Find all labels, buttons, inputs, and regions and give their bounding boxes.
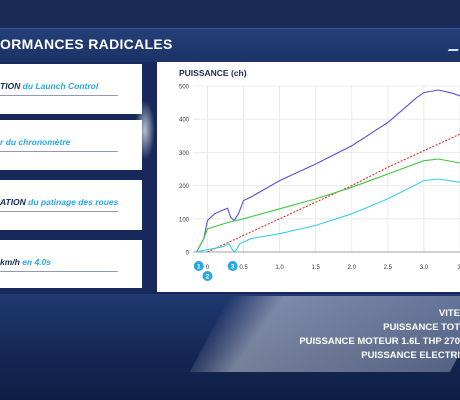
feature-text: TION du Launch Control: [0, 81, 99, 91]
legend-line-electric-power: PUISSANCE ELECTRI: [361, 350, 460, 361]
section-title: ORMANCES RADICALES: [0, 36, 173, 52]
feature-text: km/h en 4.0s: [0, 257, 52, 267]
divider: [0, 271, 118, 272]
series-line-total: [196, 89, 460, 253]
step-marker-icon: [202, 271, 213, 281]
feature-card-traction: ATION du patinage des roues: [0, 180, 142, 230]
feature-text: r du chronomètre: [0, 137, 71, 147]
y-tick-label: 400: [179, 118, 190, 124]
x-tick-label: 2.5: [384, 265, 393, 271]
divider: [0, 95, 118, 96]
divider: [0, 211, 118, 212]
x-tick-label: 0.5: [239, 265, 248, 271]
step-marker-icon: [193, 261, 204, 271]
step-marker-label: 2: [206, 273, 210, 280]
feature-card-chronometer: r du chronomètre: [0, 120, 142, 170]
feature-text: ATION du patinage des roues: [0, 197, 119, 207]
legend-block: VITE PUISSANCE TOT PUISSANCE MOTEUR 1.6L…: [299, 307, 460, 363]
light-glow: [135, 100, 155, 160]
divider: [0, 151, 118, 152]
y-tick-label: 200: [179, 184, 190, 190]
x-tick-label: 0: [206, 265, 210, 271]
series-line-electric: [196, 178, 460, 253]
feature-card-launch-control: TION du Launch Control: [0, 64, 142, 114]
legend-line-speed: VITE: [438, 308, 460, 319]
step-marker-label: 1: [197, 263, 201, 270]
x-tick-label: 1.5: [312, 265, 321, 271]
legend-line-total-power: PUISSANCE TOT: [383, 322, 460, 333]
x-tick-label: 1.0: [275, 265, 284, 271]
power-chart-panel: PUISSANCE (ch) 0 100 200 300 400 500 0 0.5 1.0 1.…: [157, 62, 460, 292]
y-tick-label: 500: [179, 85, 190, 91]
x-tick-label: 2.0: [348, 265, 357, 271]
series-line-reference: [207, 133, 460, 253]
step-marker-label: 3: [231, 263, 235, 270]
power-chart: PUISSANCE (ch) 0 100 200 300 400 500 0 0.5 1.0 1.…: [179, 68, 460, 281]
section-header: ORMANCES RADICALES: [0, 28, 460, 64]
series-line-engine: [196, 158, 460, 253]
legend-line-engine-power: PUISSANCE MOTEUR 1.6L THP 270: [299, 336, 460, 347]
step-marker-icon: [227, 261, 238, 271]
y-tick-label: 100: [179, 217, 190, 223]
x-tick-label: 3.: [457, 265, 460, 271]
brand-logo-icon: [447, 43, 460, 51]
y-tick-label: 0: [186, 251, 190, 257]
feature-card-acceleration: km/h en 4.0s: [0, 240, 142, 288]
chart-title: PUISSANCE (ch): [179, 68, 247, 78]
x-tick-label: 3.0: [420, 265, 429, 271]
y-tick-label: 300: [179, 151, 190, 157]
